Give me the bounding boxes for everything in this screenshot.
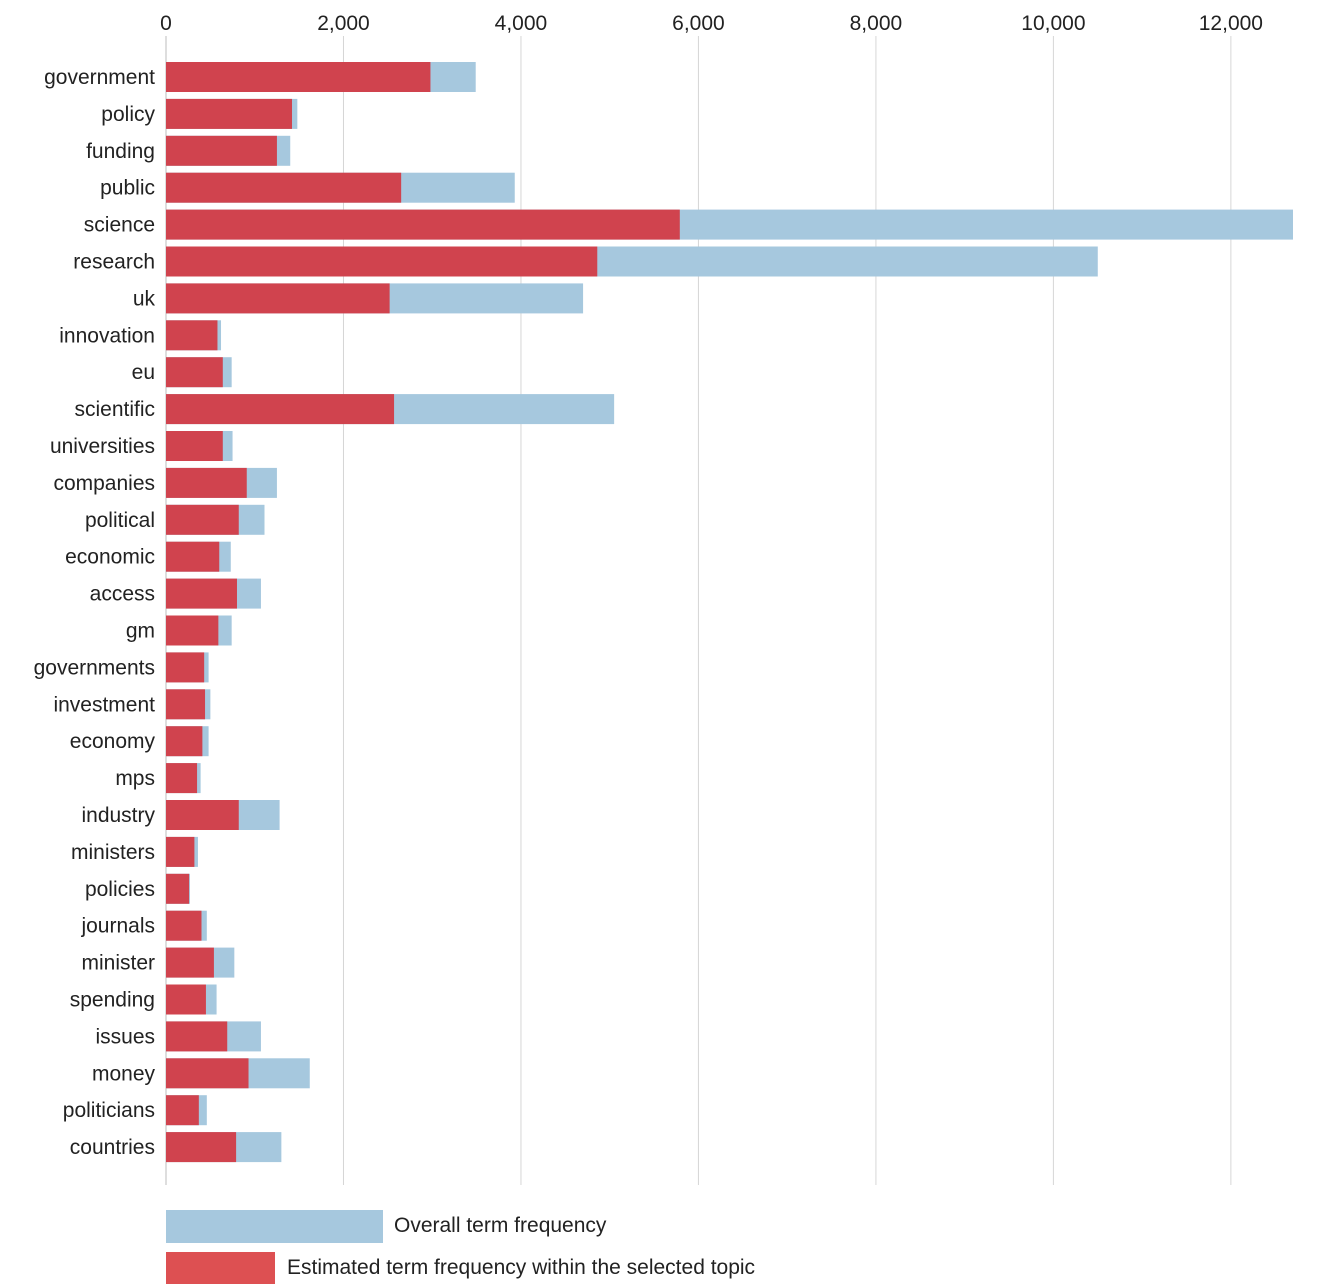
category-label-politicians: politicians xyxy=(63,1099,155,1122)
bar-topic-issues xyxy=(166,1021,228,1052)
bar-topic-mps xyxy=(166,763,198,794)
bar-topic-investment xyxy=(166,689,206,720)
bar-topic-ministers xyxy=(166,836,195,867)
bars xyxy=(166,62,1293,1163)
bar-topic-scientific xyxy=(166,394,395,425)
category-label-journals: journals xyxy=(80,915,155,938)
category-label-innovation: innovation xyxy=(59,324,155,347)
bar-topic-economy xyxy=(166,726,203,757)
bar-topic-journals xyxy=(166,910,202,941)
bar-topic-universities xyxy=(166,431,223,461)
category-label-governments: governments xyxy=(34,656,155,679)
x-tick-label: 6,000 xyxy=(672,12,725,35)
bar-topic-public xyxy=(166,172,402,203)
bar-topic-uk xyxy=(166,283,390,314)
category-label-companies: companies xyxy=(53,472,155,495)
bar-topic-countries xyxy=(166,1132,237,1163)
legend-label-topic: Estimated term frequency within the sele… xyxy=(287,1256,755,1279)
category-label-mps: mps xyxy=(115,767,155,790)
bar-topic-innovation xyxy=(166,320,218,351)
category-label-spending: spending xyxy=(70,989,155,1012)
category-label-science: science xyxy=(84,214,155,237)
bar-topic-funding xyxy=(166,135,277,166)
category-label-policy: policy xyxy=(101,103,155,126)
x-tick-label: 4,000 xyxy=(495,12,548,35)
legend: Overall term frequency Estimated term fr… xyxy=(166,1210,755,1284)
bar-topic-gm xyxy=(166,615,219,646)
bar-topic-political xyxy=(166,504,239,535)
category-label-universities: universities xyxy=(50,435,155,458)
bar-topic-policy xyxy=(166,98,293,129)
category-label-uk: uk xyxy=(133,287,156,310)
legend-swatch-overall xyxy=(166,1210,383,1243)
category-label-money: money xyxy=(92,1062,156,1085)
bar-topic-policies xyxy=(166,873,190,904)
category-label-gm: gm xyxy=(126,620,155,643)
category-label-public: public xyxy=(100,177,155,200)
bar-topic-politicians xyxy=(166,1095,199,1126)
category-label-minister: minister xyxy=(81,952,155,975)
bar-topic-access xyxy=(166,578,237,609)
category-label-political: political xyxy=(85,509,155,532)
category-label-countries: countries xyxy=(70,1136,155,1159)
category-label-funding: funding xyxy=(86,140,155,163)
category-label-research: research xyxy=(73,251,155,274)
category-label-scientific: scientific xyxy=(74,398,155,421)
bar-topic-science xyxy=(166,209,680,240)
category-label-issues: issues xyxy=(95,1025,155,1048)
bar-topic-research xyxy=(166,246,598,277)
grid-lines xyxy=(165,36,1232,1185)
bar-topic-governments xyxy=(166,652,205,683)
bar-topic-government xyxy=(166,62,431,92)
category-label-policies: policies xyxy=(85,878,155,901)
x-tick-label: 8,000 xyxy=(850,12,903,35)
category-label-economic: economic xyxy=(65,546,155,569)
category-label-access: access xyxy=(90,583,155,606)
category-label-government: government xyxy=(44,66,155,89)
bar-topic-minister xyxy=(166,947,214,978)
x-tick-label: 12,000 xyxy=(1199,12,1263,35)
category-label-industry: industry xyxy=(81,804,155,827)
bar-topic-spending xyxy=(166,984,206,1015)
category-label-economy: economy xyxy=(70,730,156,753)
x-tick-label: 10,000 xyxy=(1021,12,1085,35)
category-label-ministers: ministers xyxy=(71,841,155,864)
bar-topic-eu xyxy=(166,357,223,388)
bar-topic-economic xyxy=(166,541,220,572)
x-tick-label: 0 xyxy=(160,12,172,35)
category-labels: government policy funding public science rese… xyxy=(34,66,156,1159)
x-tick-label: 2,000 xyxy=(317,12,370,35)
category-label-eu: eu xyxy=(132,361,155,384)
category-label-investment: investment xyxy=(53,693,155,716)
bar-topic-money xyxy=(166,1058,249,1089)
legend-label-overall: Overall term frequency xyxy=(394,1214,607,1237)
bar-topic-industry xyxy=(166,800,239,830)
bar-topic-companies xyxy=(166,467,247,498)
x-axis: 0 2,000 4,000 6,000 8,000 10,000 12,000 xyxy=(160,12,1263,35)
legend-swatch-topic xyxy=(166,1252,275,1284)
